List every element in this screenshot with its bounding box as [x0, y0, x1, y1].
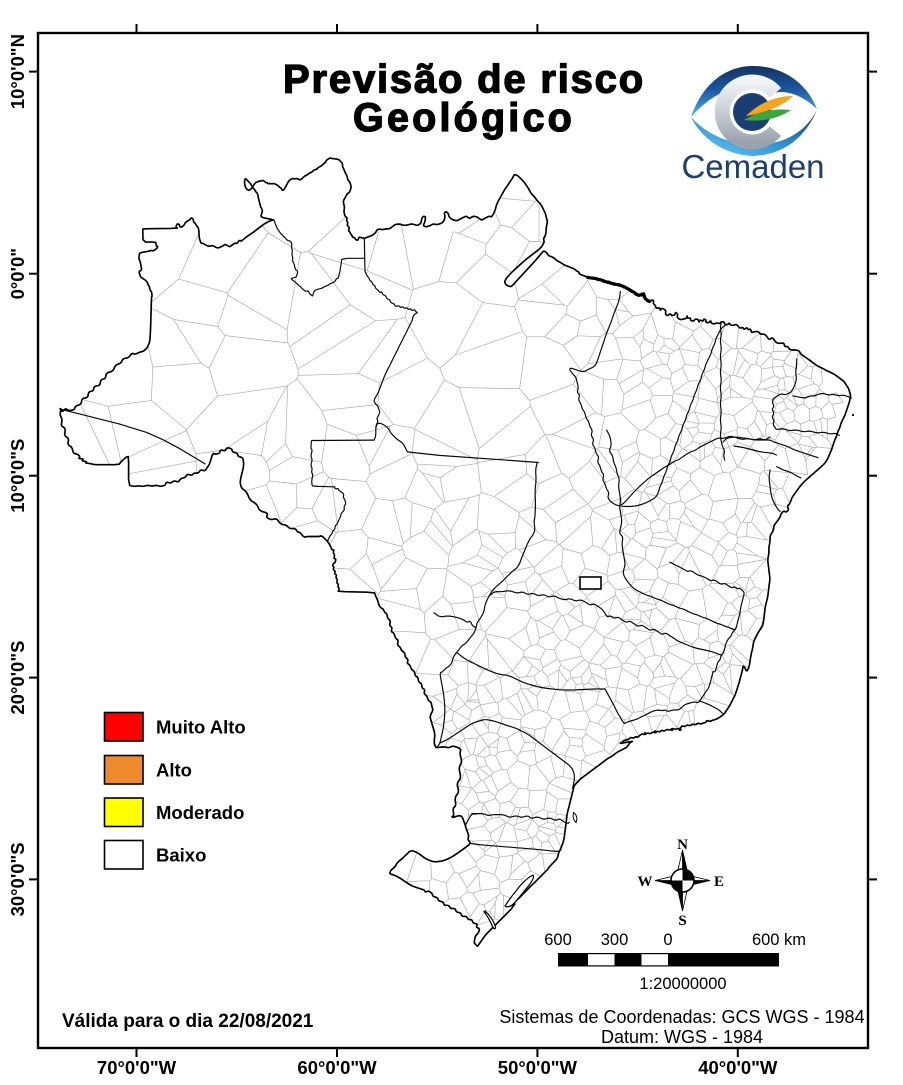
- svg-text:Cemaden: Cemaden: [681, 148, 824, 185]
- svg-text:30°0'0"S: 30°0'0"S: [7, 842, 28, 916]
- svg-text:40°0'0"W: 40°0'0"W: [698, 1057, 778, 1078]
- svg-text:0: 0: [663, 931, 672, 949]
- svg-text:1:20000000: 1:20000000: [639, 975, 726, 993]
- svg-text:Sistemas de Coordenadas: GCS W: Sistemas de Coordenadas: GCS WGS - 1984: [499, 1007, 864, 1027]
- svg-text:300: 300: [601, 931, 629, 949]
- svg-text:Moderado: Moderado: [156, 802, 244, 823]
- svg-text:E: E: [714, 874, 724, 890]
- svg-text:Previsão de risco: Previsão de risco: [283, 58, 645, 102]
- svg-text:Geológico: Geológico: [353, 96, 575, 140]
- svg-text:50°0'0"W: 50°0'0"W: [498, 1057, 578, 1078]
- svg-text:10°0'0"S: 10°0'0"S: [7, 439, 28, 513]
- svg-text:70°0'0"W: 70°0'0"W: [97, 1057, 177, 1078]
- svg-text:Baixo: Baixo: [156, 845, 206, 866]
- svg-text:Muito Alto: Muito Alto: [156, 717, 246, 738]
- svg-text:600 km: 600 km: [752, 931, 806, 949]
- svg-text:S: S: [678, 913, 686, 929]
- svg-text:Datum: WGS - 1984: Datum: WGS - 1984: [601, 1027, 763, 1047]
- svg-text:N: N: [677, 837, 688, 853]
- svg-text:Alto: Alto: [156, 760, 192, 781]
- svg-text:20°0'0"S: 20°0'0"S: [7, 641, 28, 715]
- svg-text:W: W: [638, 874, 653, 890]
- svg-text:60°0'0"W: 60°0'0"W: [297, 1057, 377, 1078]
- svg-text:Válida para o dia 22/08/2021: Válida para o dia 22/08/2021: [62, 1011, 314, 1032]
- svg-text:10°0'0"N: 10°0'0"N: [7, 34, 28, 109]
- svg-text:600: 600: [544, 931, 572, 949]
- svg-text:0°0'0": 0°0'0": [7, 248, 28, 299]
